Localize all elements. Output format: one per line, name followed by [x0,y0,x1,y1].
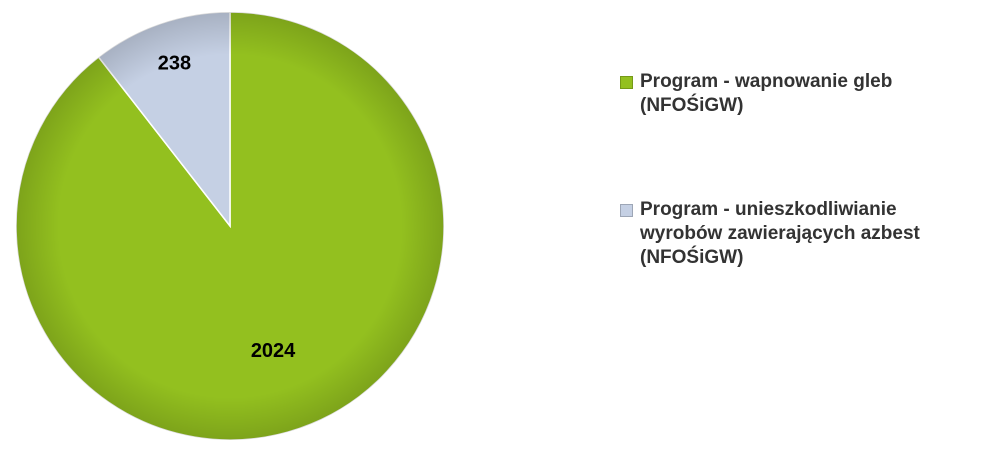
legend-swatch [620,204,633,217]
data-label: 238 [158,52,191,74]
legend-swatch [620,76,633,89]
data-label: 2024 [251,340,296,362]
legend: Program - wapnowanie gleb (NFOŚiGW) Progr… [620,70,965,350]
legend-label: Program - unieszkodliwianie wyrobów zawi… [640,199,920,268]
legend-label: Program - wapnowanie gleb (NFOŚiGW) [640,71,893,116]
pie-area: 2024 238 [15,11,445,441]
legend-item: Program - unieszkodliwianie wyrobów zawi… [620,198,965,270]
legend-item: Program - wapnowanie gleb (NFOŚiGW) [620,70,965,118]
